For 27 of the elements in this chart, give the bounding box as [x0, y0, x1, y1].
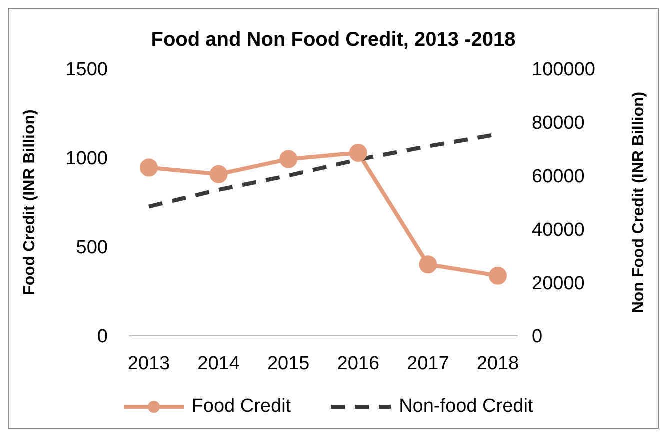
x-tick-label: 2013: [128, 353, 170, 374]
chart-title: Food and Non Food Credit, 2013 -2018: [150, 29, 517, 52]
y2-tick-label: 0: [532, 326, 543, 348]
x-tick-label: 2017: [407, 353, 450, 374]
point: [280, 150, 298, 168]
y2-tick-label: 60000: [532, 166, 585, 188]
y-tick-label: 1500: [66, 60, 108, 81]
point: [489, 266, 507, 285]
x-tick-label: 2018: [476, 353, 520, 374]
point: [419, 256, 438, 274]
legend-label: Food Credit: [190, 396, 292, 418]
point: [349, 144, 368, 162]
y2-tick-label: 40000: [532, 220, 585, 241]
legend-label: Non-food Credit: [398, 396, 534, 418]
y2-tick-label: 80000: [532, 113, 585, 134]
y-axis-title: Food Credit (INR Billion): [22, 110, 39, 296]
y-tick-label: 500: [76, 238, 108, 259]
y-tick-label: 0: [97, 326, 108, 348]
x-tick-label: 2015: [267, 353, 310, 374]
x-tick-label: 2014: [198, 353, 240, 374]
x-tick-label: 2016: [337, 353, 380, 374]
point: [210, 165, 228, 184]
y2-axis-title: Non Food Credit (INR Billion): [630, 92, 648, 314]
point: [140, 158, 158, 177]
y-tick-label: 1000: [66, 148, 108, 170]
y2-tick-label: 20000: [532, 273, 585, 294]
y2-tick-label: 100000: [532, 60, 596, 81]
